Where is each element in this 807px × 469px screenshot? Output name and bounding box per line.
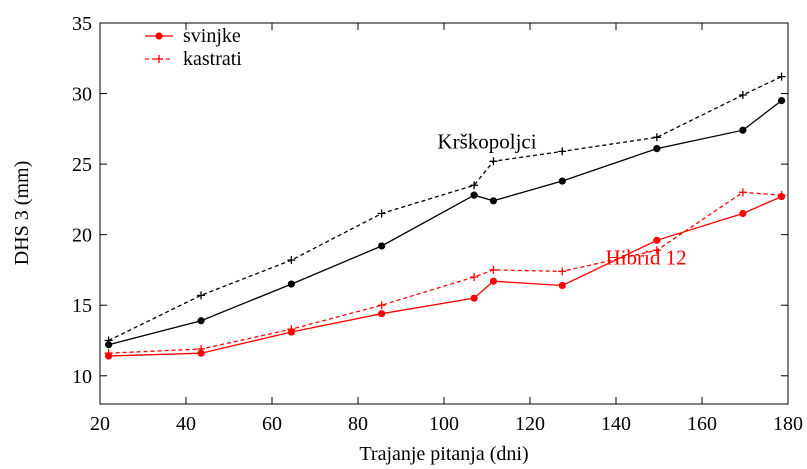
data-point: [739, 209, 747, 218]
data-point: [653, 144, 661, 153]
data-point: [470, 294, 478, 302]
data-point: [470, 273, 479, 281]
data-point: [470, 181, 479, 190]
x-tick-label: 180: [773, 413, 803, 435]
data-point: [197, 291, 206, 300]
data-point: [652, 133, 661, 142]
data-point: [777, 72, 786, 81]
data-point: [738, 90, 747, 99]
x-tick-label: 20: [90, 413, 110, 435]
annotation-krskopoljci: Krškopoljci: [437, 130, 536, 154]
x-tick-label: 40: [176, 413, 196, 435]
data-point: [105, 341, 113, 349]
series-line: [108, 191, 782, 354]
data-point: [377, 209, 386, 218]
data-point: [378, 310, 386, 318]
x-axis: 20 40 60 80 100 120 140 160 180: [90, 23, 803, 435]
legend: svinjke kastrati: [145, 25, 242, 70]
data-point: [197, 344, 206, 353]
data-point: [378, 242, 386, 250]
data-point: [489, 265, 498, 274]
y-axis-title: DHS 3 (mm): [11, 161, 33, 265]
data-point: [489, 157, 498, 166]
annotation-hibrid-12: Hibrid 12: [606, 245, 687, 269]
y-tick-label: 35: [72, 13, 92, 35]
data-point: [470, 191, 478, 199]
y-tick-label: 10: [72, 366, 92, 388]
y-axis: 10 15 20 25 30 35: [72, 13, 788, 388]
series-layer: [104, 72, 786, 360]
y-tick-label: 15: [72, 295, 92, 317]
x-tick-label: 160: [687, 413, 717, 435]
data-point: [489, 197, 498, 205]
x-tick-label: 120: [515, 413, 545, 435]
x-tick-label: 100: [429, 413, 459, 435]
data-point: [777, 191, 786, 200]
x-axis-title: Trajanje pitanja (dni): [359, 443, 528, 465]
series-1: [104, 72, 786, 345]
series-2: [105, 192, 786, 360]
data-point: [738, 188, 747, 197]
data-point: [558, 147, 567, 156]
data-point: [197, 349, 205, 357]
data-point: [739, 126, 747, 134]
data-point: [377, 301, 386, 310]
data-point: [287, 325, 296, 334]
series-line: [108, 100, 782, 346]
y-tick-label: 20: [72, 225, 92, 247]
legend-marker-kastrati: [155, 55, 163, 63]
x-tick-label: 80: [348, 413, 368, 435]
series-3: [104, 188, 786, 358]
x-tick-label: 140: [601, 413, 631, 435]
data-point: [558, 177, 566, 185]
series-0: [105, 97, 786, 349]
data-point: [558, 267, 567, 276]
data-point: [287, 256, 296, 265]
data-point: [287, 280, 295, 288]
series-line: [108, 196, 782, 357]
plot-frame: [99, 22, 789, 405]
y-tick-label: 25: [72, 154, 92, 176]
data-point: [777, 97, 786, 105]
data-point: [104, 336, 113, 345]
series-line: [108, 76, 782, 342]
x-tick-label: 60: [262, 413, 282, 435]
data-point: [104, 349, 113, 358]
legend-marker-svinjke: [155, 32, 163, 40]
data-point: [653, 236, 661, 244]
legend-label-kastrati: kastrati: [183, 48, 242, 70]
data-point: [652, 246, 661, 255]
data-point: [197, 317, 205, 325]
data-point: [558, 281, 566, 290]
legend-label-svinjke: svinjke: [183, 25, 241, 47]
y-tick-label: 30: [72, 84, 92, 106]
data-point: [489, 277, 498, 285]
